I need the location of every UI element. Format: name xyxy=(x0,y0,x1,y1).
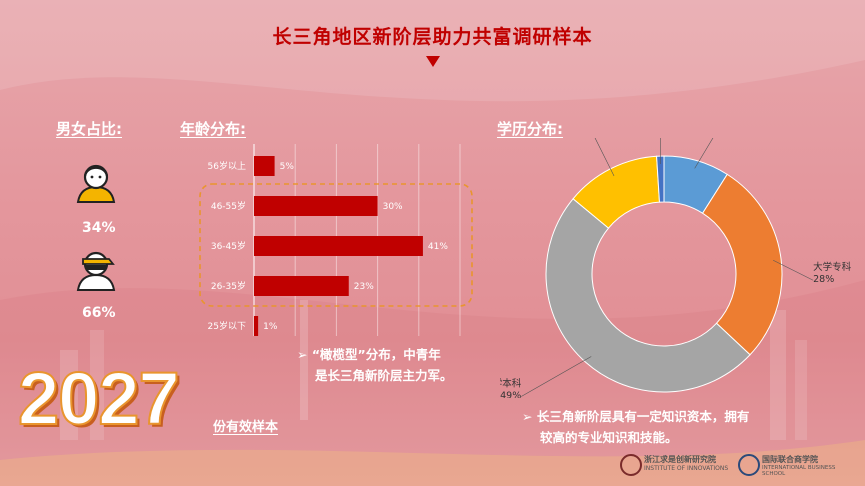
age-bar xyxy=(254,156,275,176)
age-bar xyxy=(254,316,259,336)
education-slice xyxy=(545,198,751,393)
education-note-line1: 长三角新阶层具有一定知识资本，拥有 xyxy=(536,409,750,424)
age-note: ➢ “橄榄型”分布，中青年 是长三角新阶层主力军。 xyxy=(297,344,453,386)
age-highlight-box xyxy=(199,183,473,307)
female-icon xyxy=(76,164,116,203)
education-slice xyxy=(656,155,665,203)
education-slice xyxy=(701,173,783,356)
bullet-arrow-icon: ➢ xyxy=(297,347,312,362)
school-seal-icon xyxy=(738,454,760,476)
education-slice-value: 13% xyxy=(573,138,594,141)
age-category-label: 36-45岁 xyxy=(211,240,246,252)
education-slice-value: 49% xyxy=(500,391,521,398)
age-category-label: 46-55岁 xyxy=(211,200,246,212)
age-note-line1: “橄榄型”分布，中青年 xyxy=(311,347,441,362)
education-section-label: 学历分布: xyxy=(497,120,563,138)
age-category-label: 26-35岁 xyxy=(211,280,246,292)
age-bar xyxy=(254,236,423,256)
age-value-label: 30% xyxy=(383,202,403,212)
male-icon xyxy=(76,251,116,291)
age-value-label: 5% xyxy=(280,162,295,172)
bullet-arrow-icon: ➢ xyxy=(522,409,537,424)
institute-seal-icon xyxy=(620,454,642,476)
female-percentage: 34% xyxy=(82,220,116,236)
education-slice-label: 大学专科 xyxy=(813,261,852,273)
title-down-arrow-icon xyxy=(426,56,440,67)
age-value-label: 23% xyxy=(354,282,374,292)
gender-section-label: 男女占比: xyxy=(56,120,122,138)
education-note: ➢ 长三角新阶层具有一定知识资本，拥有 较高的专业知识和技能。 xyxy=(522,406,749,448)
age-category-label: 25岁以下 xyxy=(208,320,246,332)
school-name-cn: 国际联合商学院 xyxy=(762,455,818,464)
innovation-institute-logo: 浙江求是创新研究院 INSTITUTE OF INNOVATIONS xyxy=(620,452,730,478)
male-percentage: 66% xyxy=(82,305,116,321)
sample-count-suffix: 份有效样本 xyxy=(213,420,279,435)
education-note-line2: 较高的专业知识和技能。 xyxy=(540,430,678,445)
school-name-en: INTERNATIONAL BUSINESS SCHOOL xyxy=(762,465,836,477)
education-slice-label: 大学本科 xyxy=(500,378,522,390)
education-leader-line xyxy=(694,138,714,169)
age-value-label: 1% xyxy=(263,322,278,332)
age-category-label: 56岁以上 xyxy=(208,160,246,172)
sample-count: 2027 xyxy=(17,356,181,441)
age-bar xyxy=(254,276,349,296)
age-section-label: 年龄分布: xyxy=(180,120,246,138)
page-title: 长三角地区新阶层助力共富调研样本 xyxy=(272,26,593,48)
institute-name-cn: 浙江求是创新研究院 xyxy=(644,455,716,464)
education-leader-line xyxy=(521,356,592,397)
education-leader-line xyxy=(594,138,615,177)
education-leader-line xyxy=(772,259,814,281)
age-bar xyxy=(254,196,378,216)
education-slice-value: 28% xyxy=(813,274,834,285)
age-value-label: 41% xyxy=(428,242,448,252)
age-bar-chart: 56岁以上 5% 46-55岁 30% 36-45岁 41% 26-35岁 23% 25岁以下 1… xyxy=(199,144,473,336)
business-school-logo: 国际联合商学院 INTERNATIONAL BUSINESS SCHOOL xyxy=(738,452,860,478)
age-note-line2: 是长三角新阶层主力军。 xyxy=(315,368,453,383)
institute-name-en: INSTITUTE OF INNOVATIONS xyxy=(644,465,729,472)
